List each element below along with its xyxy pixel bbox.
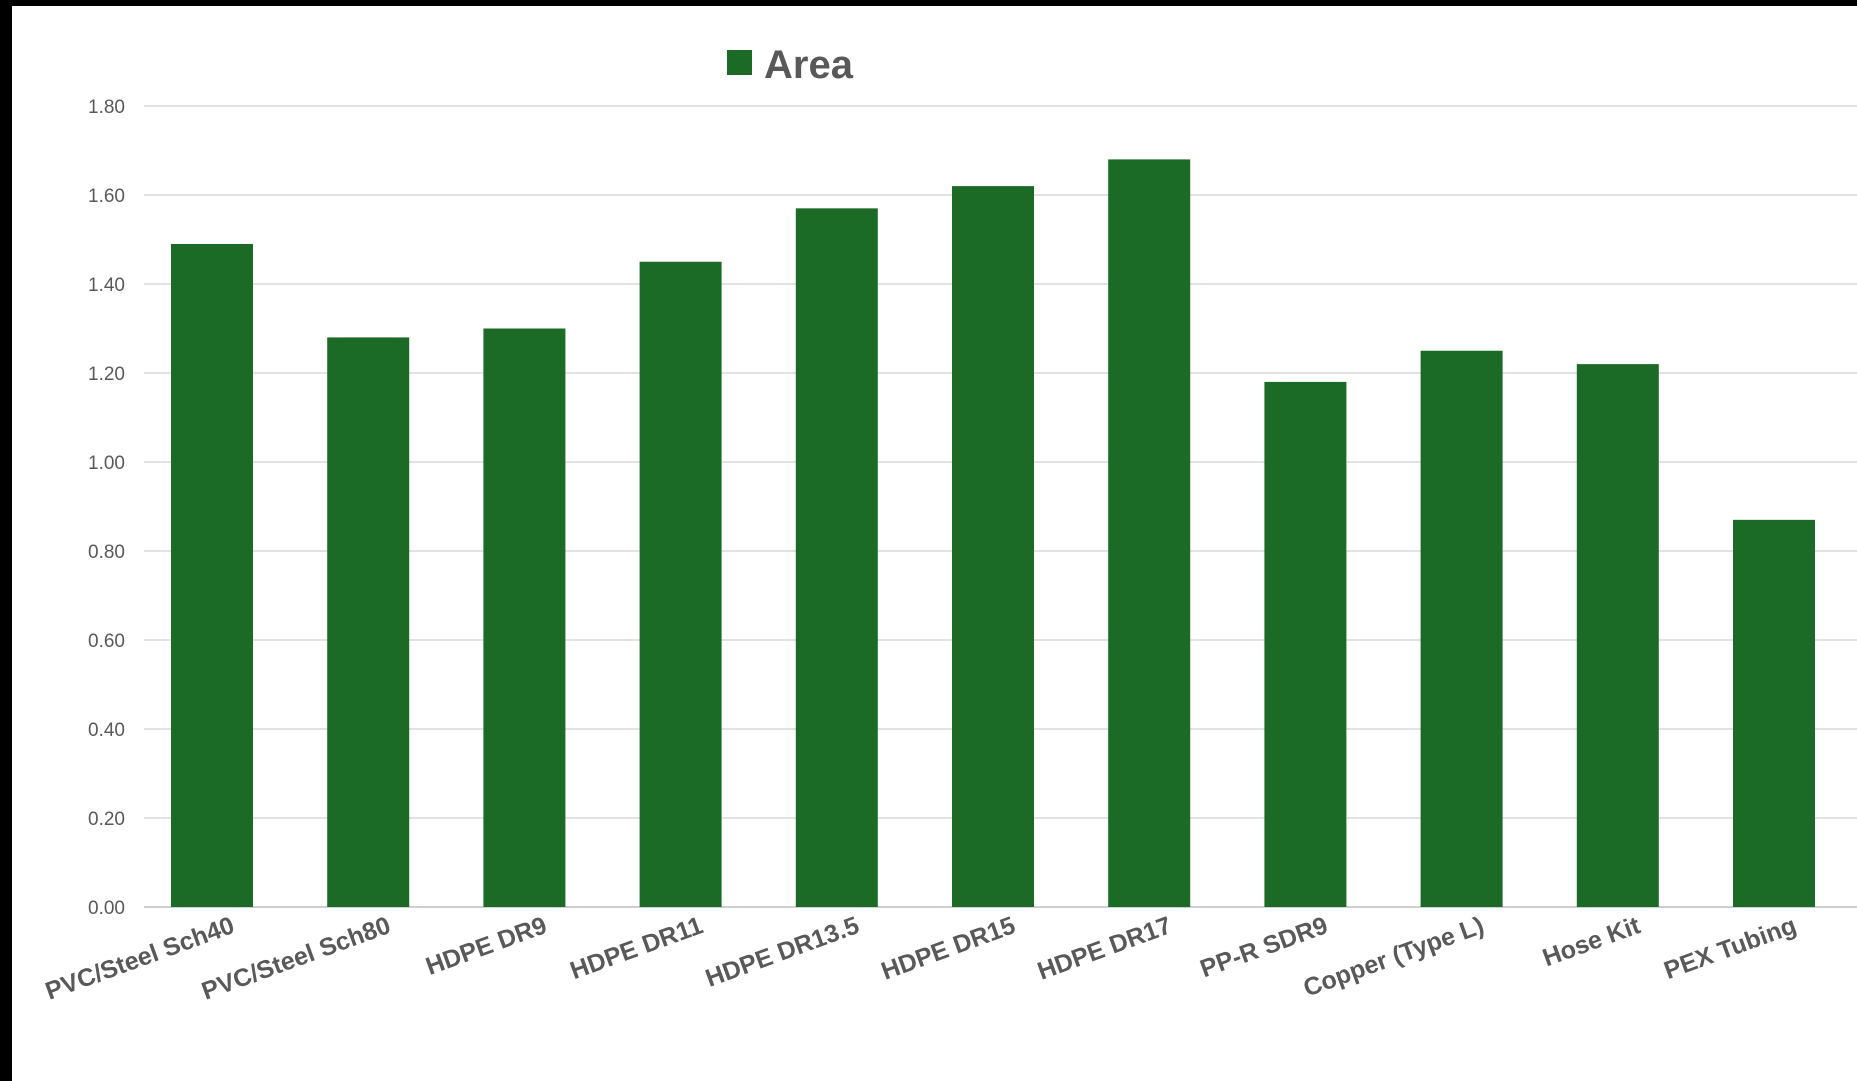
bar: [171, 243, 253, 907]
x-tick-label: Copper (Type L): [1300, 911, 1488, 1002]
bar: [1576, 364, 1659, 908]
legend-swatch: [727, 50, 752, 75]
y-axis-ticks: 0.00 0.20 0.40 0.60 0.80 1.00 1.20 1.40 1.60 1.80: [88, 97, 125, 919]
bar: [483, 328, 566, 907]
y-tick-label: 0.60: [88, 631, 125, 652]
chart-area: 0.00 0.20 0.40 0.60 0.80 1.00 1.20 1.40 1.60 1.80…: [12, 6, 1857, 1081]
bar: [327, 337, 410, 907]
bar: [1733, 519, 1815, 907]
legend-label-area: Area: [764, 43, 854, 87]
x-tick-label: HDPE DR15: [878, 911, 1020, 985]
y-tick-label: 0.20: [88, 809, 125, 830]
x-tick-label: PEX Tubing: [1660, 911, 1800, 985]
y-tick-label: 0.40: [88, 720, 125, 741]
legend: Area: [727, 43, 854, 87]
y-tick-label: 1.00: [88, 453, 125, 474]
bar: [1420, 350, 1503, 907]
y-tick-label: 1.60: [88, 186, 125, 207]
y-tick-label: 0.00: [88, 898, 125, 919]
y-tick-label: 1.80: [88, 97, 125, 118]
y-tick-label: 0.80: [88, 542, 125, 563]
y-tick-label: 1.40: [88, 275, 125, 296]
bar: [795, 208, 878, 908]
bar: [639, 261, 722, 907]
x-tick-label: Hose Kit: [1539, 911, 1644, 972]
bar-chart: 0.00 0.20 0.40 0.60 0.80 1.00 1.20 1.40 1.60 1.80…: [42, 43, 1857, 1006]
y-tick-label: 1.20: [88, 364, 125, 385]
x-tick-label: HDPE DR17: [1034, 911, 1175, 985]
x-tick-label: HDPE DR13.5: [702, 911, 863, 992]
x-tick-label: HDPE DR11: [567, 911, 707, 985]
bars: [171, 159, 1815, 908]
x-tick-label: HDPE DR9: [422, 911, 550, 981]
bar: [1108, 159, 1191, 907]
bar: [1264, 381, 1347, 907]
bar: [952, 186, 1034, 908]
